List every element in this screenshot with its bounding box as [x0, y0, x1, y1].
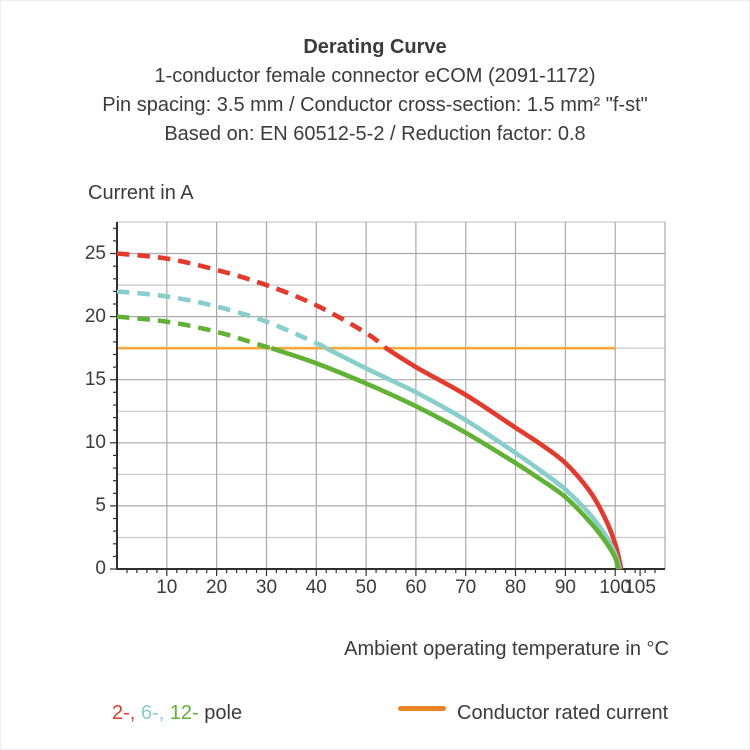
legend-pole-counts: 2-, 6-, 12- pole — [112, 701, 242, 725]
legend-pole-item: 12- — [169, 702, 205, 724]
curve-2-pole — [116, 251, 624, 570]
x-tick-label: 20 — [206, 577, 228, 598]
rated-current-swatch — [398, 706, 446, 711]
y-tick-label: 20 — [84, 305, 106, 327]
curve-2-pole-solid-segment — [384, 346, 624, 570]
curve-12-pole-solid-segment — [270, 346, 621, 570]
chart-header: Derating Curve 1-conductor female connec… — [0, 33, 750, 149]
legend-pole-suffix: pole — [204, 702, 243, 724]
legend-pole-item: 6-, — [140, 702, 170, 724]
x-tick-label: 10 — [156, 577, 178, 598]
rated-current-label: Conductor rated current — [457, 702, 669, 724]
curve-6-pole — [116, 289, 622, 570]
curve-2-pole-dashed-segment — [116, 251, 388, 351]
curve-6-pole-dashed-segment — [116, 289, 328, 351]
y-axis-title: Current in A — [88, 182, 194, 204]
curve-12-pole — [116, 314, 621, 570]
y-tick-label: 5 — [95, 494, 106, 516]
chart-subtitle-basis: Based on: EN 60512-5-2 / Reduction facto… — [164, 123, 586, 145]
x-tick-label: 30 — [255, 577, 278, 598]
axis-ticks — [110, 227, 656, 576]
y-tick-label: 10 — [84, 431, 106, 453]
x-tick-label: 70 — [455, 577, 477, 598]
chart-subtitle-spec: Pin spacing: 3.5 mm / Conductor cross-se… — [102, 94, 648, 116]
chart-title: Derating Curve — [303, 36, 447, 58]
chart-subtitle-connector: 1-conductor female connector eCOM (2091-… — [154, 65, 596, 87]
x-tick-label: 50 — [355, 577, 377, 598]
x-tick-label: 60 — [405, 577, 427, 598]
x-tick-label: 90 — [554, 577, 576, 598]
x-axis-title: Ambient operating temperature in °C — [344, 638, 669, 660]
x-tick-label: 105 — [624, 577, 656, 598]
y-tick-label: 15 — [84, 368, 106, 390]
legend-pole-item: 2-, — [112, 702, 141, 724]
curve-6-pole-solid-segment — [325, 346, 622, 570]
y-tick-label: 25 — [84, 242, 106, 264]
x-tick-label: 40 — [305, 577, 327, 598]
y-tick-label: 0 — [95, 558, 106, 579]
axes — [116, 222, 665, 570]
x-tick-label: 100 — [599, 577, 632, 598]
x-tick-label: 80 — [504, 577, 527, 598]
curve-12-pole-dashed-segment — [116, 314, 275, 351]
